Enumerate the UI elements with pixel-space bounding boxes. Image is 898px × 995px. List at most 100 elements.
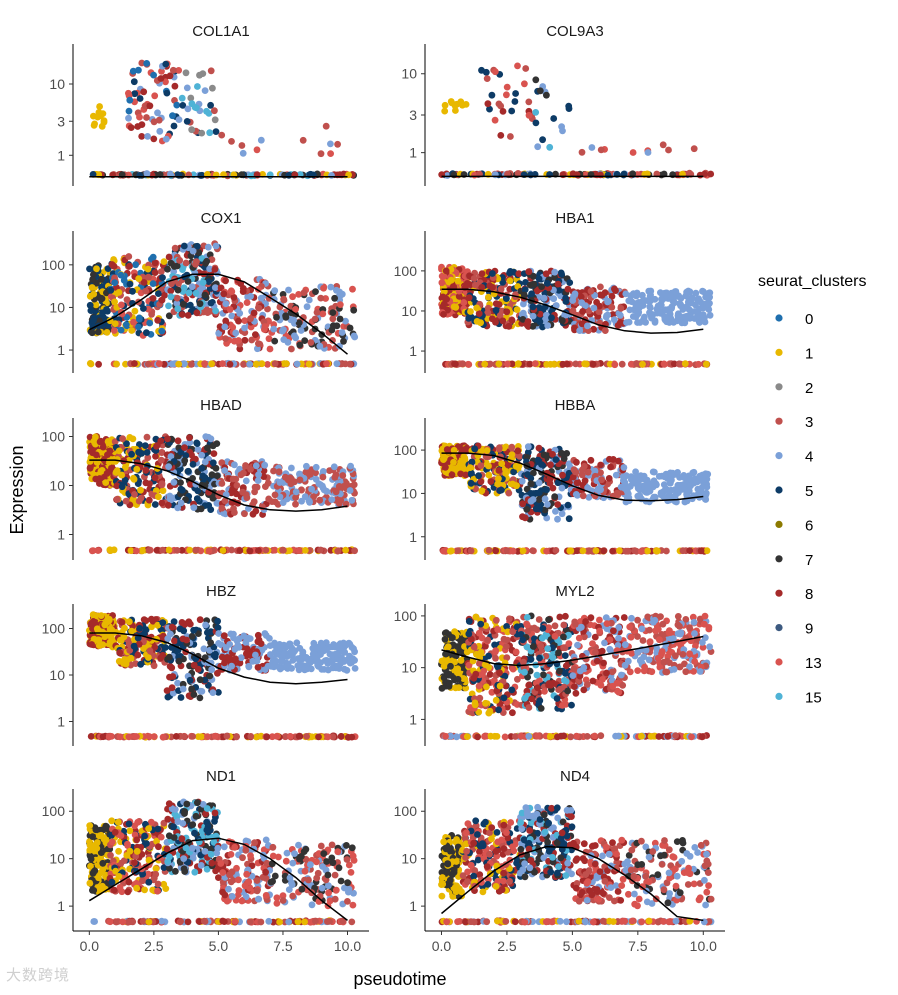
data-point [565,102,573,110]
data-point [143,114,150,121]
data-point [97,275,105,283]
data-point [159,733,167,741]
data-point [503,360,511,368]
data-point [558,484,566,492]
data-point [254,638,262,646]
data-point [126,96,134,104]
data-point [521,80,528,88]
data-point [168,684,176,692]
data-point [158,296,166,304]
data-point [320,284,327,292]
data-point [175,171,183,179]
data-point [610,316,618,324]
data-point [439,303,447,310]
data-point [206,672,214,680]
data-point [247,733,255,740]
data-point [205,547,213,555]
data-point [199,279,207,286]
data-point [208,666,216,674]
data-point [112,469,120,476]
data-point [254,663,262,671]
data-point [503,91,510,99]
data-point [535,444,543,452]
data-point [530,280,538,288]
y-tick-label: 10 [401,485,417,501]
data-point [512,90,519,97]
data-point [182,259,190,267]
data-point [341,648,349,656]
data-point [552,508,559,515]
data-point [293,360,301,368]
data-point [178,94,186,102]
data-point [196,300,204,308]
data-point [279,546,286,554]
data-point [662,306,669,314]
data-point [154,109,161,117]
data-point [487,478,495,485]
data-point [106,447,114,455]
data-point [167,630,174,638]
data-point [563,360,571,368]
data-point [149,253,157,261]
data-point [142,287,150,295]
data-point [440,547,447,555]
data-point [138,133,146,140]
data-point [454,277,462,285]
data-point [665,146,672,154]
data-point [700,304,707,312]
data-point [462,101,470,108]
data-point [149,280,157,287]
data-point [134,651,142,659]
data-point [292,500,299,508]
data-point [522,65,530,72]
y-tick-label: 10 [401,303,417,319]
data-point [646,303,654,311]
data-point [175,360,183,368]
data-point [275,468,283,476]
data-point [489,283,496,291]
data-point [551,268,559,276]
data-point [565,515,573,523]
data-point [443,446,451,453]
data-point [307,470,314,478]
data-point [212,128,220,136]
data-point [495,444,503,452]
data-point [536,318,544,326]
data-point [164,501,172,509]
data-point [334,140,341,148]
data-point [452,107,459,114]
data-point [525,111,533,119]
data-point [90,112,97,120]
data-point [690,145,698,153]
data-point [146,647,154,655]
data-point [132,261,140,269]
data-point [165,302,172,310]
data-point [271,337,279,345]
data-point [133,547,140,555]
data-point [140,305,147,312]
data-point [703,547,711,555]
data-point [152,453,159,460]
data-point [239,149,247,157]
data-point [100,118,108,126]
data-point [184,312,192,319]
data-point [529,547,537,554]
data-point [685,487,693,495]
data-point [503,308,511,316]
data-point [266,642,274,649]
data-point [546,143,554,151]
data-point [90,271,97,278]
data-point [658,290,666,298]
data-point [257,136,265,144]
data-point [491,116,499,124]
data-point [194,487,202,495]
data-point [179,102,187,109]
data-point [598,476,605,484]
data-point [143,329,150,337]
data-point [303,733,310,740]
data-point [271,360,279,368]
data-point [148,310,156,318]
data-point [201,291,209,299]
